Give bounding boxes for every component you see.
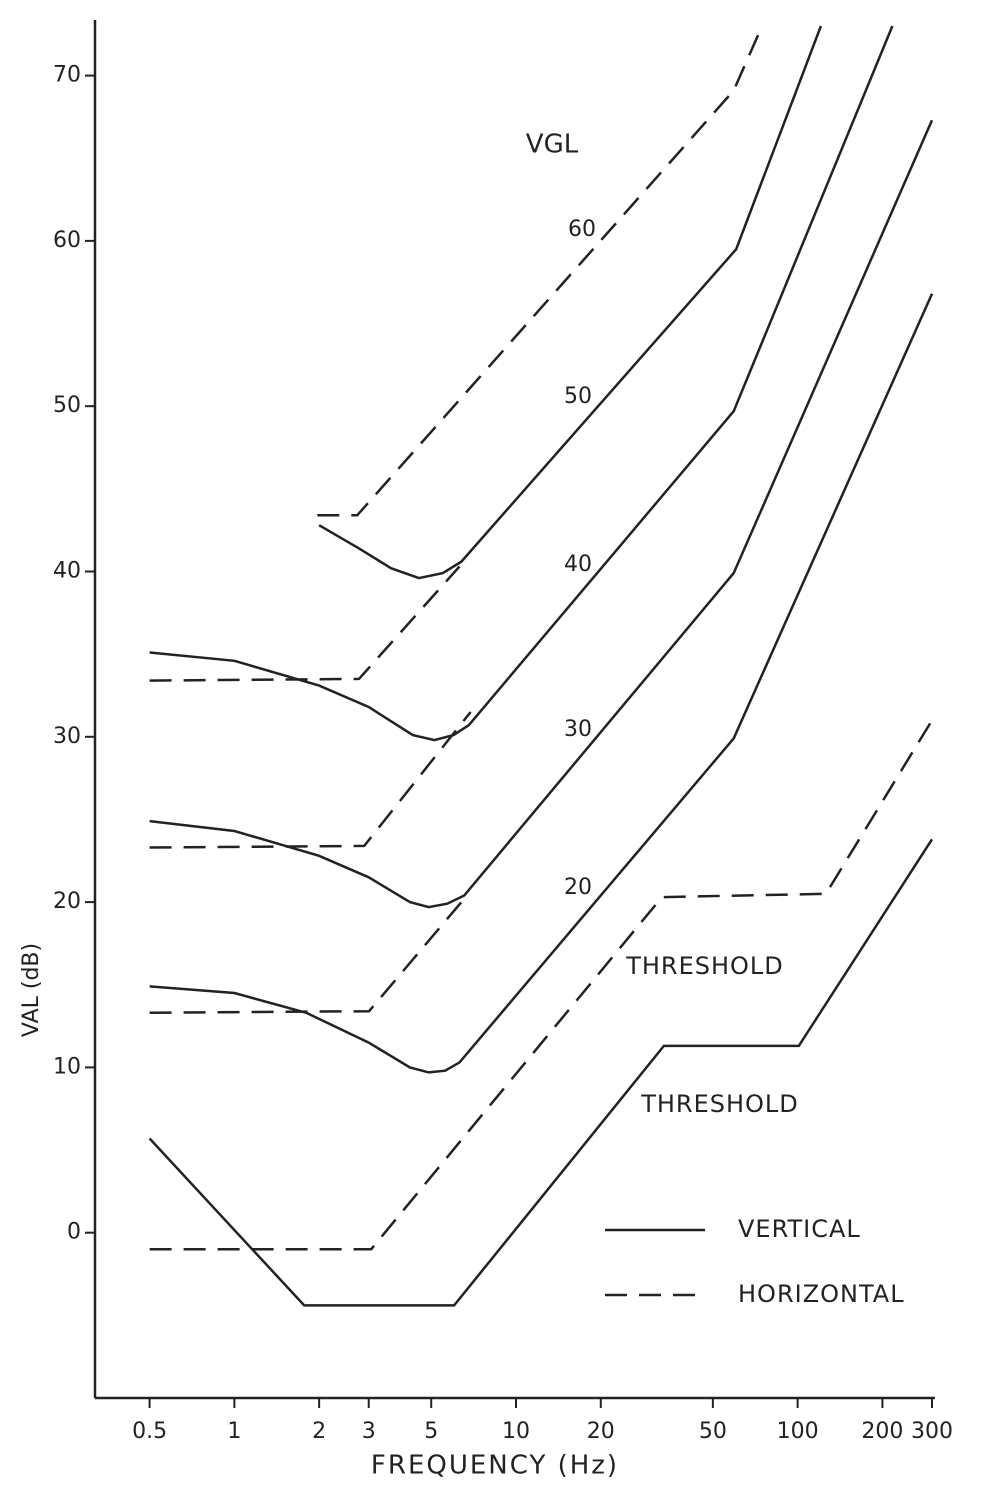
group-label: 20 xyxy=(564,875,592,900)
y-tick-label: 60 xyxy=(53,228,81,253)
series-line xyxy=(149,293,934,1074)
x-tick-label: 5 xyxy=(424,1419,438,1444)
x-tick-label: 10 xyxy=(502,1419,530,1444)
y-axis-label: VAL (dB) xyxy=(19,943,44,1037)
y-tick-label: 10 xyxy=(53,1054,81,1079)
series-line xyxy=(149,711,472,849)
y-tick-label: 30 xyxy=(53,724,81,749)
legend-label: HORIZONTAL xyxy=(738,1280,905,1308)
x-tick-label: 0.5 xyxy=(132,1419,167,1444)
plot-area xyxy=(148,25,934,1307)
x-tick-label: 20 xyxy=(587,1419,615,1444)
y-tick-label: 20 xyxy=(53,889,81,914)
series-line xyxy=(318,25,823,580)
group-title: VGL xyxy=(526,130,579,160)
series-line xyxy=(148,838,934,1307)
group-label: 30 xyxy=(564,717,592,742)
y-tick-label: 70 xyxy=(53,63,81,88)
y-tick-label: 0 xyxy=(67,1220,81,1245)
series-line xyxy=(149,119,934,909)
x-tick-label: 50 xyxy=(699,1419,727,1444)
y-tick-label: 50 xyxy=(53,393,81,418)
y-tick-label: 40 xyxy=(53,558,81,583)
x-tick-label: 2 xyxy=(312,1419,326,1444)
series-line xyxy=(149,719,934,1251)
series-line xyxy=(149,897,466,1015)
x-tick-label: 3 xyxy=(362,1419,376,1444)
annotation: THRESHOLD xyxy=(625,952,784,980)
series-line xyxy=(317,25,764,517)
series-line xyxy=(149,565,461,682)
series-line xyxy=(149,25,894,742)
group-label: 40 xyxy=(564,552,592,577)
group-label: 60 xyxy=(568,217,596,242)
x-tick-label: 300 xyxy=(911,1419,953,1444)
x-tick-label: 200 xyxy=(861,1419,903,1444)
legend-label: VERTICAL xyxy=(738,1215,861,1243)
x-tick-label: 1 xyxy=(227,1419,241,1444)
x-axis-label: FREQUENCY (Hz) xyxy=(371,1451,619,1481)
x-tick-label: 100 xyxy=(777,1419,819,1444)
group-label: 50 xyxy=(564,384,592,409)
annotation: THRESHOLD xyxy=(640,1090,799,1118)
